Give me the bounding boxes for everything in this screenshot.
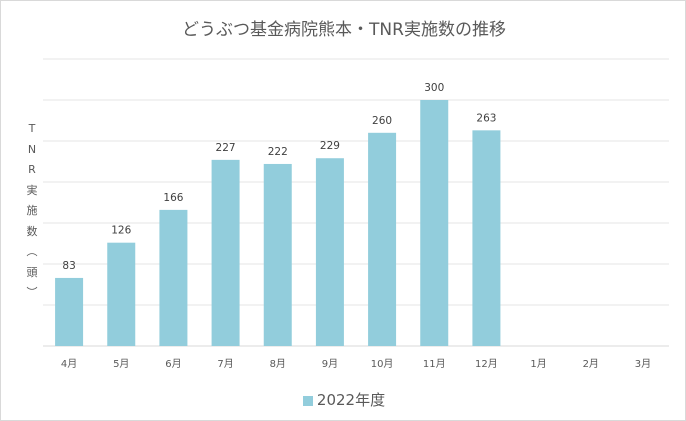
x-tick-label: 4月 xyxy=(61,358,77,370)
legend-label: 2022年度 xyxy=(316,391,386,409)
x-tick-label: 11月 xyxy=(423,358,446,370)
y-axis-label-char: 頭 xyxy=(26,265,38,279)
bar xyxy=(472,130,501,346)
x-tick-label: 10月 xyxy=(371,358,394,370)
bar xyxy=(420,100,449,346)
x-tick-label: 3月 xyxy=(635,358,651,370)
bar xyxy=(211,159,240,346)
legend-swatch xyxy=(302,395,313,406)
y-axis-label-char: N xyxy=(27,142,37,156)
x-tick-label: 5月 xyxy=(113,358,129,370)
y-axis-label-char: 数 xyxy=(26,224,38,238)
data-label: 227 xyxy=(216,142,236,154)
bar xyxy=(315,158,344,346)
data-label: 126 xyxy=(111,225,131,237)
y-axis-label-char: ︶ xyxy=(26,286,38,299)
chart-title: どうぶつ基金病院熊本・TNR実施数の推移 xyxy=(182,20,506,40)
data-label: 229 xyxy=(320,140,340,152)
legend: 2022年度 xyxy=(1,389,685,410)
y-axis-label-char: 施 xyxy=(26,204,38,217)
bar xyxy=(107,242,136,346)
bar xyxy=(368,132,397,346)
x-tick-label: 8月 xyxy=(270,358,286,370)
y-axis-label-char: ︵ xyxy=(26,245,38,258)
data-label: 263 xyxy=(476,112,496,124)
x-tick-label: 2月 xyxy=(583,358,599,370)
data-label: 166 xyxy=(163,192,183,204)
bar xyxy=(263,163,292,346)
y-axis-label-char: R xyxy=(28,163,36,176)
x-tick-label: 1月 xyxy=(530,358,546,370)
y-axis-label-char: T xyxy=(28,122,36,135)
data-label: 300 xyxy=(424,82,444,94)
x-tick-label: 6月 xyxy=(165,358,181,370)
data-label: 83 xyxy=(62,260,75,272)
data-label: 260 xyxy=(372,115,392,127)
y-axis-label: T N R 実施数 ︵ 頭 ︶ xyxy=(25,119,39,304)
x-tick-label: 7月 xyxy=(217,358,233,370)
x-tick-label: 9月 xyxy=(322,358,338,370)
x-tick-label: 12月 xyxy=(475,358,498,370)
data-label: 222 xyxy=(268,146,288,158)
y-axis-label-char: 実 xyxy=(26,183,38,197)
bar xyxy=(159,209,188,346)
bar xyxy=(55,277,84,346)
